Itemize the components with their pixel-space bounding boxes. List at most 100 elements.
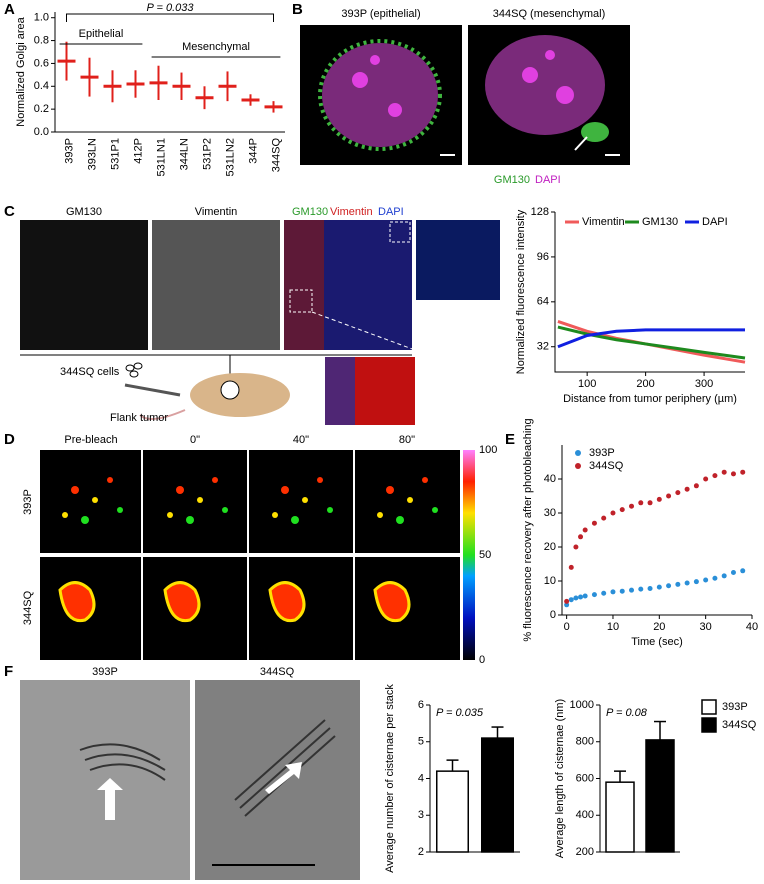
micrograph <box>152 220 280 350</box>
y-tick-label: 0.2 <box>34 103 49 115</box>
point <box>582 527 588 533</box>
x-tick-label: 344SQ <box>270 138 282 173</box>
image-title: 344SQ <box>260 666 295 678</box>
y-tick-label: 400 <box>576 809 594 821</box>
micrograph <box>416 220 500 300</box>
point <box>619 588 625 594</box>
colorbar-label: 50 <box>479 549 491 561</box>
x-tick-label: 531P1 <box>109 138 121 170</box>
legend-label: 344SQ <box>722 719 757 731</box>
legend-label: 393P <box>589 447 615 459</box>
image-title: 80" <box>399 434 415 446</box>
panel-letter: B <box>292 1 303 18</box>
image-title: Pre-bleach <box>64 434 117 446</box>
y-tick-label: 0.0 <box>34 126 49 138</box>
point <box>573 595 579 601</box>
point <box>601 515 607 521</box>
arrow <box>574 136 588 151</box>
stain-label: Vimentin <box>330 206 373 218</box>
point <box>712 575 718 581</box>
point <box>666 493 672 499</box>
colorbar <box>463 450 475 660</box>
bar <box>436 770 469 853</box>
point <box>656 584 662 590</box>
y-tick-label: 800 <box>576 736 594 748</box>
point <box>647 585 653 591</box>
legend-swatch <box>575 463 581 469</box>
schematic-label: Flank tumor <box>110 412 168 424</box>
point <box>601 590 607 596</box>
bar <box>605 781 635 853</box>
legend-label: DAPI <box>702 216 728 228</box>
micrograph <box>20 680 190 880</box>
nucleus <box>322 43 438 147</box>
y-tick-label: 40 <box>544 473 556 485</box>
bar <box>481 737 514 853</box>
panel-letter: F <box>4 663 13 680</box>
x-tick-label: 531LN2 <box>224 138 236 177</box>
point <box>721 469 727 475</box>
x-tick-label: 10 <box>607 621 619 633</box>
point <box>568 564 574 570</box>
x-tick-label: 393P <box>63 138 75 164</box>
y-tick-label: 32 <box>537 341 549 353</box>
y-axis-label: % fluorescence recovery after photobleac… <box>522 418 534 641</box>
fit-line <box>557 328 745 349</box>
y-tick-label: 128 <box>531 206 549 218</box>
x-tick-label: 531LN1 <box>155 138 167 177</box>
golgi <box>581 122 609 142</box>
x-tick-label: 30 <box>700 621 712 633</box>
point <box>730 471 736 477</box>
y-tick-label: 0.4 <box>34 80 49 92</box>
image-title: 393P <box>92 666 118 678</box>
y-axis-label: Average length of cisternae (nm) <box>554 699 566 858</box>
point <box>564 598 570 604</box>
y-tick-label: 20 <box>544 541 556 553</box>
point <box>703 577 709 583</box>
panel-letter: C <box>4 203 15 220</box>
point <box>629 503 635 509</box>
point <box>656 496 662 502</box>
y-axis-label: Average number of cisternae per stack <box>384 684 396 873</box>
row-label: 344SQ <box>22 590 34 625</box>
legend-label: Vimentin <box>582 216 625 228</box>
annotation: Epithelial <box>79 28 124 40</box>
point <box>647 500 653 506</box>
point <box>610 510 616 516</box>
y-tick-label: 64 <box>537 296 549 308</box>
point <box>740 568 746 574</box>
panel-letter: A <box>4 1 15 18</box>
y-axis-label: Normalized Golgi area <box>15 16 27 126</box>
annotation: P = 0.033 <box>147 2 195 14</box>
y-tick-label: 0 <box>550 609 556 621</box>
x-axis-label: Distance from tumor periphery (µm) <box>563 393 737 405</box>
x-tick-label: 393LN <box>86 138 98 170</box>
image-title: 344SQ (mesenchymal) <box>493 8 606 20</box>
micrograph <box>20 220 148 350</box>
syringe <box>124 383 181 397</box>
point <box>693 483 699 489</box>
x-tick-label: 200 <box>636 378 654 390</box>
point <box>675 581 681 587</box>
point <box>740 469 746 475</box>
point <box>684 580 690 586</box>
colorbar-label: 0 <box>479 654 485 666</box>
y-tick-label: 0.8 <box>34 34 49 46</box>
annotation: Mesenchymal <box>182 41 250 53</box>
golgi <box>318 39 442 151</box>
y-tick-label: 0.6 <box>34 57 49 69</box>
axis <box>554 212 745 373</box>
point <box>578 594 584 600</box>
schematic-label: 344SQ cells <box>60 366 120 378</box>
panel-letter: E <box>505 431 515 448</box>
colorbar-label: 100 <box>479 444 497 456</box>
y-tick-label: 6 <box>418 699 424 711</box>
x-tick-label: 20 <box>653 621 665 633</box>
x-axis-label: Time (sec) <box>631 636 683 648</box>
y-tick-label: 5 <box>418 736 424 748</box>
point <box>591 520 597 526</box>
nucleus <box>485 35 605 135</box>
bracket <box>66 13 274 22</box>
point <box>568 597 574 603</box>
